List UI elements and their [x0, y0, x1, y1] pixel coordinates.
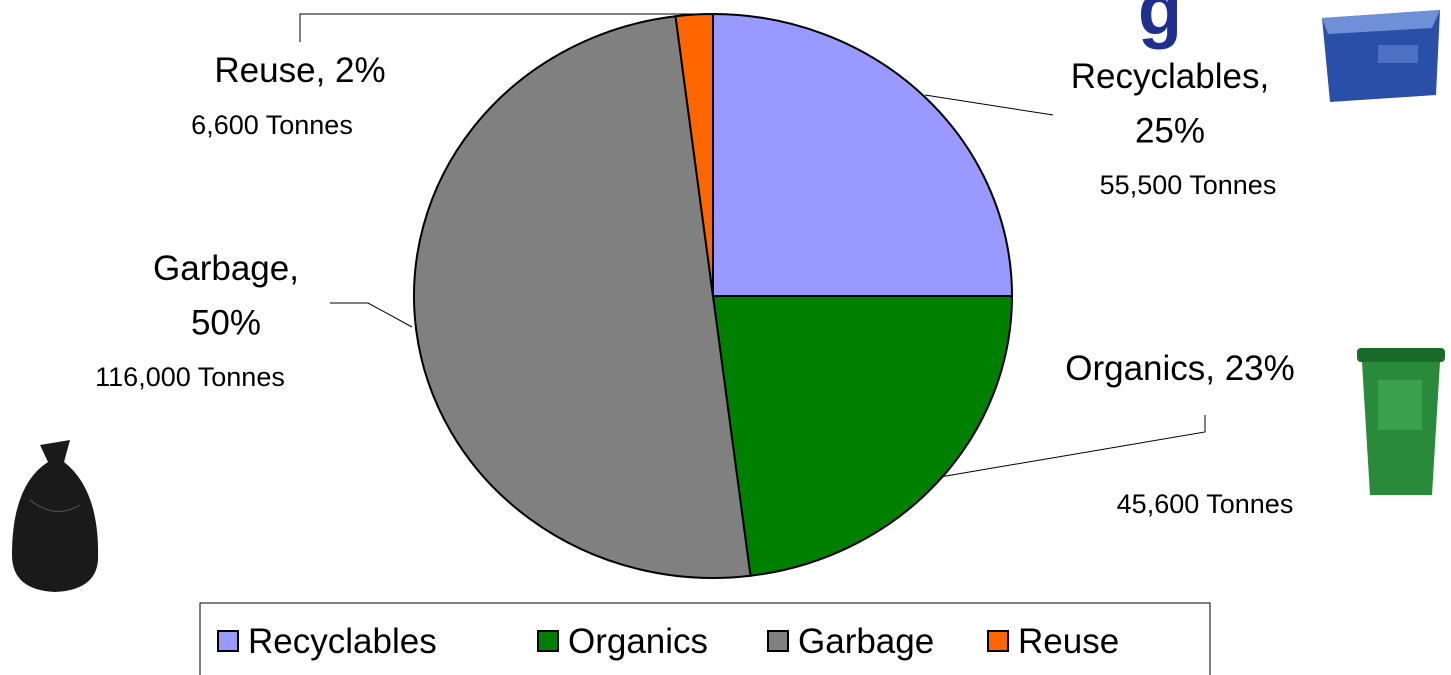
chart: g Recyclables Organics Garbage Reuse Recycl… — [0, 0, 1451, 675]
tonnes-label: 55,500 Tonnes — [1100, 170, 1277, 200]
data-label: Garbage,50% — [153, 249, 299, 342]
legend-swatch — [988, 631, 1008, 651]
data-label: Reuse, 2% — [214, 51, 385, 90]
legend-swatch — [218, 631, 238, 651]
chart-title: g — [1138, 0, 1182, 50]
legend-label: Garbage — [798, 622, 934, 661]
legend-swatch — [538, 631, 558, 651]
leader-line — [925, 95, 1053, 115]
legend-label: Reuse — [1018, 622, 1119, 661]
tonnes-label: 6,600 Tonnes — [191, 110, 353, 140]
legend-swatch — [768, 631, 788, 651]
legend-label: Recyclables — [248, 622, 437, 661]
green-bin-icon — [1357, 348, 1445, 495]
recycling-box-icon — [1322, 10, 1440, 102]
leader-line — [330, 303, 412, 327]
garbage-bag-icon — [12, 440, 98, 592]
tonnes-label: 45,600 Tonnes — [1117, 489, 1294, 519]
tonnes-label: 116,000 Tonnes — [95, 362, 285, 392]
pie-slice — [713, 14, 1012, 296]
pie-slice — [713, 296, 1012, 576]
legend-label: Organics — [568, 622, 708, 661]
data-label: Organics, 23% — [1065, 349, 1295, 388]
data-label: Recyclables,25% — [1071, 57, 1269, 150]
